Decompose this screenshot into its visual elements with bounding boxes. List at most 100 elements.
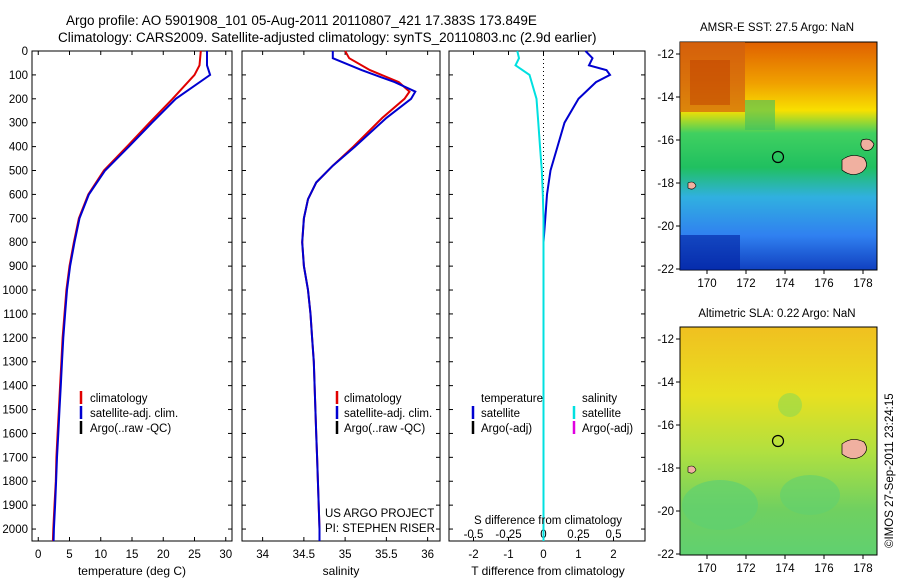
depth-tick-label: 700 — [9, 213, 28, 225]
sst-warm-patch-2 — [690, 60, 730, 105]
depth-tick-label: 1100 — [3, 309, 28, 321]
depth-tick-label: 1500 — [2, 405, 28, 417]
depth-tick-label: 900 — [9, 261, 28, 273]
depth-tick-label: 1000 — [2, 285, 28, 297]
sla-green-blob-2 — [780, 475, 840, 515]
temperature-axes-box — [31, 50, 233, 542]
s-tick-label: 0.25 — [567, 529, 589, 541]
difference-legend: temperature satellite Argo(-adj) salinit… — [471, 393, 633, 435]
series-line-b — [52, 51, 212, 542]
x-tick-label: 2 — [610, 549, 616, 561]
lon-tick-label: 170 — [697, 278, 716, 290]
sst-island-2 — [860, 138, 875, 151]
figure-title-line2: Climatology: CARS2009. Satellite-adjuste… — [58, 30, 597, 45]
x-tick-label: 15 — [126, 549, 139, 561]
series-line-b — [301, 51, 417, 541]
x-tick-label: 35.5 — [375, 549, 397, 561]
legend-satellite-adj: satellite-adj. clim. — [90, 408, 178, 420]
difference-series — [514, 50, 612, 541]
t-difference-label: T difference from climatology — [471, 564, 625, 578]
lat-tick-label: -20 — [657, 506, 674, 518]
sst-map-title: AMSR-E SST: 27.5 Argo: NaN — [700, 22, 854, 34]
depth-tick-label: 600 — [9, 189, 28, 201]
depth-tick-label: 1200 — [2, 333, 28, 345]
lat-tick-label: -22 — [657, 264, 674, 276]
x-tick-label: 0 — [35, 549, 41, 561]
lat-tick-label: -16 — [657, 420, 674, 432]
depth-tick-label: 1800 — [2, 476, 28, 488]
series-line-b — [514, 50, 545, 541]
legend-t-satellite: satellite — [481, 408, 520, 420]
x-tick-label: 35 — [339, 549, 352, 561]
legend-t-argo: Argo(-adj) — [481, 423, 532, 435]
lon-tick-label: 172 — [736, 563, 755, 575]
depth-tick-label: 200 — [9, 94, 28, 106]
depth-ticks: 0 100 200 300 400 500 600 700 800 900 1000 1100 1200… — [2, 46, 232, 536]
x-tick-label: 25 — [188, 549, 201, 561]
sst-green-patch — [745, 100, 775, 130]
sst-float-marker — [771, 150, 785, 164]
legend-climatology: climatology — [344, 393, 402, 405]
sst-map: AMSR-E SST: 27.5 Argo: NaN -12 -14 -16 -18 -… — [657, 22, 878, 290]
salinity-depth-ticks — [242, 50, 440, 530]
lat-tick-label: -14 — [657, 92, 674, 104]
sst-map-ticks: -12 -14 -16 -18 -20 -22 170 172 174 176 178 — [657, 49, 872, 290]
sst-island — [841, 155, 867, 175]
depth-tick-label: 1700 — [2, 452, 28, 464]
s-tick-label: 0.5 — [606, 529, 622, 541]
temperature-ticks: 0 5 10 15 20 25 30 — [35, 51, 232, 561]
x-tick-label: 10 — [94, 549, 107, 561]
s-tick-label: -0.25 — [495, 529, 521, 541]
depth-tick-label: 1600 — [2, 428, 28, 440]
lat-tick-label: -18 — [657, 463, 674, 475]
x-tick-label: 34 — [256, 549, 269, 561]
lat-tick-label: -20 — [657, 221, 674, 233]
lon-tick-label: 176 — [814, 563, 833, 575]
depth-tick-label: 400 — [9, 142, 28, 154]
lat-tick-label: -12 — [657, 49, 674, 61]
sst-islet — [687, 181, 697, 190]
sla-green-blob-3 — [778, 393, 802, 417]
salinity-axis-label: salinity — [323, 564, 360, 578]
salinity-series — [301, 50, 417, 541]
sla-green-blob — [682, 480, 758, 530]
lat-tick-label: -18 — [657, 178, 674, 190]
temperature-series — [51, 50, 212, 542]
legend-argo: Argo(..raw -QC) — [90, 423, 171, 435]
difference-axes-box — [448, 50, 646, 542]
salinity-panel: 34 34.5 35 35.5 36 salinity climatology sate… — [241, 50, 441, 578]
lat-tick-label: -16 — [657, 135, 674, 147]
lon-tick-label: 178 — [853, 278, 872, 290]
sla-islet — [687, 465, 697, 474]
lon-tick-label: 170 — [697, 563, 716, 575]
sla-float-marker — [771, 434, 785, 448]
x-tick-label: 20 — [157, 549, 170, 561]
sla-island — [841, 439, 867, 459]
legend-salinity-head: salinity — [582, 393, 617, 405]
lat-tick-label: -22 — [657, 549, 674, 561]
figure-title-line1: Argo profile: AO 5901908_101 05-Aug-2011… — [66, 13, 537, 28]
project-annotation-1: US ARGO PROJECT — [325, 508, 434, 520]
x-tick-label: -1 — [503, 549, 513, 561]
x-tick-label: 30 — [219, 549, 232, 561]
lon-tick-label: 172 — [736, 278, 755, 290]
depth-tick-label: 100 — [9, 70, 28, 82]
legend-s-satellite: satellite — [582, 408, 621, 420]
lon-tick-label: 174 — [775, 563, 795, 575]
depth-tick-label: 300 — [9, 118, 28, 130]
x-tick-label: 36 — [421, 549, 434, 561]
lon-tick-label: 178 — [853, 563, 872, 575]
lat-tick-label: -14 — [657, 377, 674, 389]
s-difference-label: S difference from climatology — [474, 515, 622, 527]
depth-tick-label: 2000 — [2, 524, 28, 536]
legend-satellite-adj: satellite-adj. clim. — [344, 408, 432, 420]
project-annotation-2: PI: STEPHEN RISER — [325, 523, 435, 535]
legend-climatology: climatology — [90, 393, 148, 405]
lat-tick-label: -12 — [657, 334, 674, 346]
legend-argo: Argo(..raw -QC) — [344, 423, 425, 435]
depth-tick-label: 1900 — [2, 500, 28, 512]
s-tick-label: -0.5 — [464, 529, 484, 541]
depth-tick-label: 1300 — [2, 357, 28, 369]
sst-deep-blue — [680, 235, 740, 270]
